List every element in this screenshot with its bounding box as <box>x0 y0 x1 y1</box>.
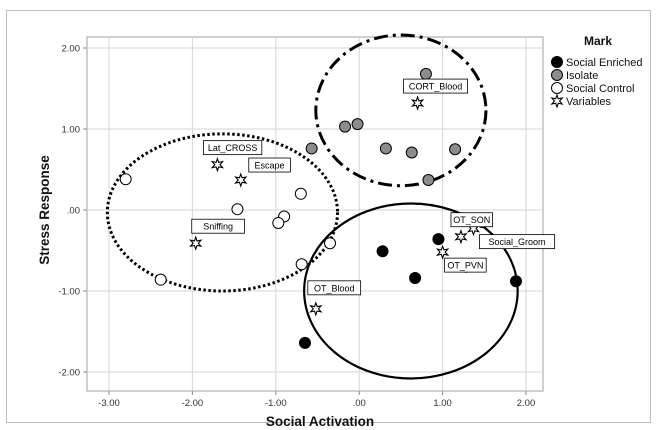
variable-labels: CORT_Blood Lat_CROSS Escape Sniffing OT_SON S… <box>191 78 556 296</box>
legend-item: Social Control <box>551 82 634 95</box>
y-axis-label: Stress Response <box>37 155 52 265</box>
ellipse-social-control <box>105 132 340 293</box>
gridlines <box>87 37 543 391</box>
data-points <box>119 67 522 349</box>
legend-swatch <box>551 56 563 68</box>
variable-label: OT_Blood <box>314 283 355 293</box>
variable-label-box <box>479 234 556 250</box>
variable-star-marker <box>435 244 450 260</box>
variable-label-box <box>444 257 487 273</box>
social-enriched-point <box>376 245 389 258</box>
variable-label: Lat_CROSS <box>208 143 258 153</box>
legend-item: Variables <box>550 93 612 109</box>
variable-label-box <box>248 157 291 173</box>
legend-label: Social Enriched <box>566 57 642 69</box>
isolate-point <box>339 120 352 133</box>
social-control-point <box>295 258 308 271</box>
x-axis-label: Social Activation <box>266 414 374 429</box>
variable-star-marker <box>234 172 248 188</box>
legend-swatch <box>551 69 563 81</box>
variable-label: Social_Groom <box>489 237 546 247</box>
variable-label-box <box>403 78 468 94</box>
variable-label: Escape <box>255 161 285 171</box>
x-tick-label: -1.00 <box>265 398 287 409</box>
group-ellipses <box>105 33 519 380</box>
y-tick-label: -2.00 <box>58 368 80 379</box>
social-control-point <box>119 173 132 186</box>
social-control-point <box>231 203 244 216</box>
variable-label: CORT_Blood <box>409 82 462 92</box>
social-control-point <box>294 187 307 200</box>
variable-label-box <box>191 218 245 234</box>
social-enriched-point <box>432 233 445 246</box>
legend-swatch <box>551 82 563 94</box>
isolate-point <box>422 174 435 187</box>
isolate-point <box>449 143 462 156</box>
legend-label: Social Control <box>566 83 634 95</box>
axis-ticks: -3.00 -2.00 -1.00 .00 1.00 2.00 2.00 1.00 .00 -1.… <box>58 44 535 410</box>
isolate-point <box>351 118 364 131</box>
isolate-point <box>305 142 318 155</box>
y-tick-label: .00 <box>67 206 80 217</box>
isolate-point <box>379 142 392 155</box>
legend-item: Isolate <box>551 69 598 82</box>
variable-label-box <box>450 212 493 228</box>
ellipse-social-enriched <box>303 202 519 380</box>
variable-label-box <box>203 140 263 156</box>
social-enriched-point <box>409 272 422 285</box>
social-control-point <box>272 216 285 229</box>
star-icon <box>550 93 564 109</box>
legend-label: Isolate <box>566 70 598 82</box>
variable-label: Sniffing <box>203 222 233 232</box>
variable-star-marker <box>410 95 425 111</box>
ellipse-isolate <box>314 33 488 188</box>
x-tick-label: -2.00 <box>182 398 204 409</box>
isolate-point <box>405 146 418 159</box>
x-tick-label: 1.00 <box>433 398 452 409</box>
variable-label: OT_PVN <box>447 261 483 271</box>
variable-label-box <box>307 280 362 296</box>
social-control-point <box>154 273 167 286</box>
social-enriched-point <box>298 336 311 349</box>
isolate-point <box>419 67 432 80</box>
x-tick-label: -3.00 <box>98 398 120 409</box>
variable-star-marker <box>189 235 203 251</box>
x-tick-label: .00 <box>353 398 366 409</box>
plot-area <box>86 36 544 392</box>
variable-star-marker <box>309 301 323 317</box>
variable-label: OT_SON <box>453 215 490 225</box>
social-enriched-point <box>509 275 522 288</box>
legend-title: Mark <box>584 34 612 48</box>
legend-label: Variables <box>566 96 612 108</box>
figure-border <box>6 10 651 423</box>
x-tick-label: 2.00 <box>517 398 536 409</box>
social-control-point <box>324 237 337 250</box>
y-tick-label: -1.00 <box>58 287 80 298</box>
legend-item: Social Enriched <box>551 56 642 69</box>
variable-star-marker <box>210 156 225 173</box>
variable-star-marker <box>454 229 468 245</box>
y-tick-label: 2.00 <box>62 44 81 55</box>
y-tick-label: 1.00 <box>62 125 81 136</box>
